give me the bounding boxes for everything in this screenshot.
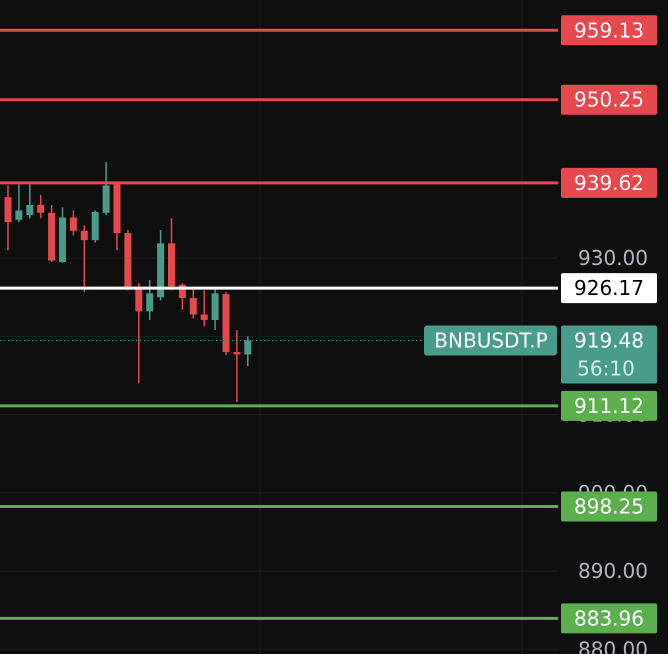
level-label-box [561,273,657,304]
candle-body [4,197,12,223]
countdown-label: 56:10 [577,356,635,380]
symbol-tag [424,325,557,356]
level-label: 926.17 [574,276,644,300]
candle-body [15,210,23,220]
y-tick-label: 930.00 [578,246,648,270]
level-label-box [561,491,657,522]
level-label-box [561,603,657,634]
candle-body [157,243,165,298]
candle-body [168,243,175,287]
candle-body [233,352,241,355]
level-label: 950.25 [574,88,644,112]
level-label-box [561,390,657,421]
candle-body [48,212,56,261]
y-tick-label: 880.00 [578,637,648,654]
candle-body [222,294,230,353]
y-tick-label: 890.00 [578,559,648,583]
candle-body [26,204,34,216]
candle-body [69,217,77,231]
level-label: 911.12 [574,394,644,418]
candle-body [124,233,132,288]
candle-body [80,230,88,241]
last-price-label: 919.48 [574,328,644,352]
candle-body [146,293,154,312]
candle-body [200,314,208,320]
level-label: 898.25 [574,495,644,519]
candle-body [91,212,99,241]
candle-body [102,185,110,213]
level-label: 939.62 [574,171,644,195]
level-label-box [561,15,657,46]
symbol-label: BNBUSDT.P [434,328,547,352]
candle-body [211,293,219,320]
level-label: 959.13 [574,18,644,42]
level-label-box [561,167,657,198]
candle-body [244,340,252,355]
level-label: 883.96 [574,606,644,630]
level-label-box [561,84,657,115]
candle-body [178,284,186,299]
candle-body [59,217,66,263]
candle-body [113,183,121,234]
last-price-box [561,325,657,384]
candle-body [37,204,45,213]
candle-body [135,287,143,312]
candle-body [189,298,197,315]
